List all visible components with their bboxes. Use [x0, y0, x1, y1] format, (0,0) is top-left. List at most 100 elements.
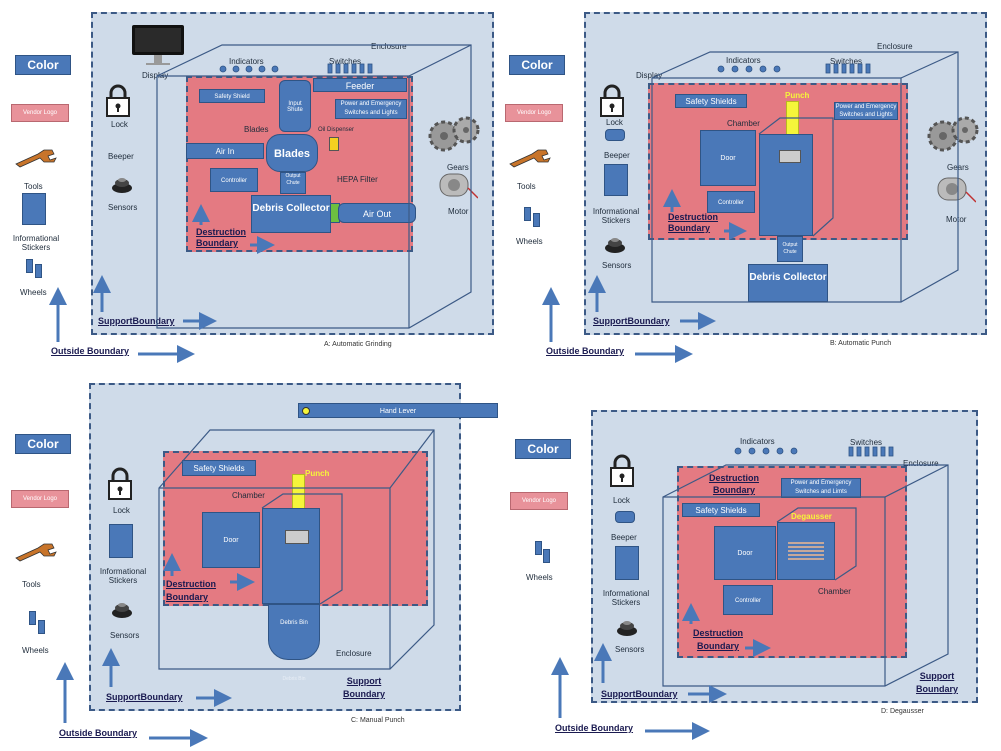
stickers-label: Informational Stickers [592, 207, 640, 225]
indicators-label: Indicators [726, 56, 761, 65]
outside-boundary-label: Outside Boundary [546, 346, 625, 356]
hepa-filter-label: HEPA Filter [337, 175, 378, 184]
support-boundary-label: SupportBoundary [106, 692, 183, 702]
enclosure-label: Enclosure [903, 459, 939, 468]
indicator-light [762, 447, 770, 455]
wheel-icon [38, 620, 45, 634]
beeper-icon [615, 511, 635, 523]
switch [880, 446, 886, 457]
wheel-icon [29, 611, 36, 625]
enclosure-wireframe [389, 429, 435, 489]
indicator-light [776, 447, 784, 455]
color-box: Color [15, 55, 71, 75]
controller: Controller [210, 168, 258, 192]
tools-label: Tools [24, 182, 43, 191]
enclosure-wireframe [662, 464, 949, 687]
indicator-light [731, 65, 739, 73]
outside-boundary-label: Outside Boundary [555, 723, 634, 733]
switch [833, 63, 839, 74]
gears-icon [428, 116, 480, 152]
output-chute: Output Chute [777, 236, 803, 262]
display-monitor-icon [132, 25, 184, 65]
wrench-icon [509, 149, 551, 168]
indicator-light [748, 447, 756, 455]
switch [343, 63, 349, 74]
destruction-boundary-label: Destruction Boundary [668, 212, 719, 233]
hand-lever: Hand Lever [298, 403, 498, 418]
lever-pivot [302, 407, 310, 415]
outside-boundary-label: Outside Boundary [51, 346, 130, 356]
color-box: Color [515, 439, 571, 459]
switch [351, 63, 357, 74]
lock-label: Lock [113, 506, 130, 515]
beeper-label: Beeper [611, 533, 637, 542]
wheel-icon [533, 213, 540, 227]
tools-label: Tools [22, 580, 41, 589]
debris-collector: Debris Collector [251, 195, 331, 233]
enclosure-wireframe [157, 75, 410, 328]
switches-label: Switches [850, 438, 883, 447]
indicator-light [745, 65, 753, 73]
caption-d: D: Degausser [881, 708, 924, 715]
stickers-label: Informational Stickers [602, 589, 650, 607]
switch [841, 63, 847, 74]
blades: Blades [266, 134, 318, 172]
switch [849, 63, 855, 74]
enclosure-wireframe [408, 44, 472, 77]
output-chute: Output Chute [280, 172, 306, 194]
switch [825, 63, 831, 74]
input-shute: Input Shute [279, 80, 311, 132]
caption-c: C: Manual Punch [351, 717, 405, 724]
indicator-light [232, 65, 240, 73]
switch [864, 446, 870, 457]
sensors-label: Sensors [602, 261, 632, 270]
destruction-boundary-label: Destruction Boundary [692, 628, 743, 651]
chamber-label: Chamber [727, 119, 760, 128]
sensor-icon [617, 621, 637, 636]
support-boundary-right-label: Support Boundary [915, 671, 958, 694]
lock-icon [610, 454, 634, 487]
lock-icon [108, 467, 132, 500]
sensors-label: Sensors [108, 203, 138, 212]
destruction-boundary-label: Destruction Boundary [166, 579, 217, 602]
support-boundary-label: SupportBoundary [601, 689, 678, 699]
motor-icon [439, 173, 478, 199]
wrench-icon [15, 149, 57, 168]
safety-shield: Safety Shield [199, 89, 265, 103]
safety-shields: Safety Shields [182, 460, 256, 476]
sticker-icon [615, 546, 639, 580]
wheels-label: Wheels [516, 237, 543, 246]
enclosure-wireframe [651, 51, 959, 303]
gears-icon [927, 116, 979, 152]
debris-bin-faded-label: Debris Bin [282, 676, 306, 682]
enclosure-label: Enclosure [877, 42, 913, 51]
chamber-label: Chamber [818, 587, 851, 596]
door: Door [202, 512, 260, 568]
indicator-light [258, 65, 266, 73]
sticker-icon [22, 193, 46, 225]
tools-label: Tools [517, 182, 536, 191]
lock-icon [600, 84, 624, 117]
indicators-label: Indicators [229, 57, 264, 66]
safety-shields: Safety Shields [682, 503, 760, 517]
lock-label: Lock [606, 118, 623, 127]
door: Door [700, 130, 756, 186]
punch-head [779, 150, 801, 163]
motor-label: Motor [448, 207, 469, 216]
caption-b: B: Automatic Punch [830, 340, 892, 347]
sensor-icon [605, 238, 625, 253]
sensors-label: Sensors [615, 645, 645, 654]
wheel-icon [524, 207, 531, 221]
switch [857, 63, 863, 74]
enclosure-wireframe [900, 51, 959, 79]
switches-label: Switches [830, 57, 863, 66]
beeper-label: Beeper [108, 152, 134, 161]
power-switches: Power and Emergency Switches and Lights [335, 99, 407, 119]
wheels-label: Wheels [20, 288, 47, 297]
switch [856, 446, 862, 457]
indicator-light [245, 65, 253, 73]
chamber-label: Chamber [232, 491, 265, 500]
stickers-label: Informational Stickers [12, 234, 60, 252]
display-label: Display [142, 71, 169, 80]
